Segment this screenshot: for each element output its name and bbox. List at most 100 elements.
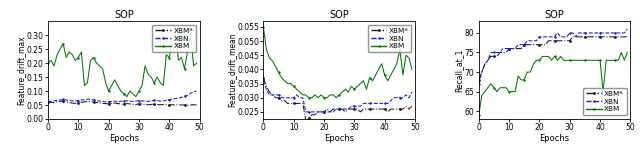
XBM* xyxy=(402,105,410,107)
XBN xyxy=(372,102,380,104)
XBM xyxy=(123,96,131,98)
XBM* xyxy=(584,36,592,38)
Y-axis label: Feature_drift_mean: Feature_drift_mean xyxy=(227,33,236,107)
XBM* xyxy=(618,36,625,38)
XBM* xyxy=(299,102,307,104)
XBN xyxy=(147,100,155,102)
XBM* xyxy=(47,101,55,103)
XBN xyxy=(72,100,79,102)
XBM xyxy=(511,91,519,93)
XBM* xyxy=(93,102,100,104)
XBM xyxy=(614,59,622,61)
XBM* xyxy=(378,108,385,110)
XBM* xyxy=(384,111,392,113)
XBM* xyxy=(135,103,143,105)
Title: SOP: SOP xyxy=(114,10,134,20)
XBM xyxy=(487,83,495,85)
XBN xyxy=(384,102,392,104)
XBM xyxy=(141,65,149,67)
XBM* xyxy=(163,104,170,106)
XBN xyxy=(290,97,298,99)
XBM xyxy=(284,83,291,85)
XBN xyxy=(360,102,367,104)
XBM* xyxy=(536,44,543,46)
XBM* xyxy=(320,111,328,113)
XBN xyxy=(575,32,582,34)
XBM xyxy=(593,59,601,61)
XBN xyxy=(74,100,82,102)
XBM* xyxy=(44,101,52,103)
XBN xyxy=(330,111,337,113)
XBN xyxy=(541,36,549,38)
XBN xyxy=(132,100,140,102)
XBN xyxy=(178,96,186,98)
XBN xyxy=(487,52,495,53)
XBM xyxy=(508,91,516,93)
XBM* xyxy=(623,36,631,38)
XBM* xyxy=(614,36,622,38)
XBM xyxy=(56,48,64,50)
XBM* xyxy=(496,52,504,53)
XBN xyxy=(77,99,85,101)
XBM xyxy=(536,59,543,61)
XBM xyxy=(399,74,407,76)
XBN xyxy=(172,98,179,100)
XBM* xyxy=(105,103,113,105)
XBM xyxy=(584,59,592,61)
XBM xyxy=(332,97,340,99)
XBN xyxy=(396,97,404,99)
XBM* xyxy=(363,108,371,110)
XBM xyxy=(178,57,186,59)
XBM xyxy=(515,75,522,77)
XBM xyxy=(156,82,164,84)
XBN xyxy=(581,32,589,34)
XBN xyxy=(527,40,534,42)
XBM xyxy=(548,59,556,61)
X-axis label: Epochs: Epochs xyxy=(324,133,355,143)
XBM* xyxy=(520,44,528,46)
XBN xyxy=(605,32,613,34)
XBN xyxy=(323,111,331,113)
XBM xyxy=(132,96,140,98)
XBM* xyxy=(178,104,186,106)
XBM xyxy=(524,71,531,73)
XBM xyxy=(360,80,367,82)
XBN xyxy=(68,100,76,102)
Legend: XBM*, XBN, XBM: XBM*, XBN, XBM xyxy=(583,88,627,115)
XBM* xyxy=(74,102,82,104)
XBM* xyxy=(335,108,343,110)
XBM* xyxy=(193,104,200,106)
XBM* xyxy=(290,102,298,104)
XBM* xyxy=(387,108,395,110)
XBM* xyxy=(487,55,495,57)
XBM xyxy=(99,68,106,70)
XBM* xyxy=(330,108,337,110)
XBM* xyxy=(369,108,376,110)
XBM xyxy=(65,51,73,53)
XBN xyxy=(511,48,519,50)
XBM xyxy=(341,88,349,90)
XBM xyxy=(499,87,507,89)
XBM xyxy=(44,62,52,64)
XBM xyxy=(326,94,334,96)
XBM xyxy=(496,87,504,89)
XBN xyxy=(193,90,200,92)
XBM* xyxy=(86,101,94,103)
XBN xyxy=(47,100,55,102)
XBN xyxy=(117,100,125,102)
XBN xyxy=(375,102,383,104)
XBM xyxy=(623,52,631,53)
XBN xyxy=(505,48,513,50)
XBN xyxy=(405,97,413,99)
XBM* xyxy=(68,102,76,104)
XBM xyxy=(102,82,109,84)
XBM xyxy=(484,87,492,89)
XBM* xyxy=(551,40,559,42)
XBM xyxy=(262,49,270,51)
XBN xyxy=(284,97,291,99)
XBM* xyxy=(129,103,137,105)
XBM xyxy=(384,80,392,82)
XBN xyxy=(611,32,619,34)
XBN xyxy=(184,95,191,96)
XBN xyxy=(515,44,522,46)
